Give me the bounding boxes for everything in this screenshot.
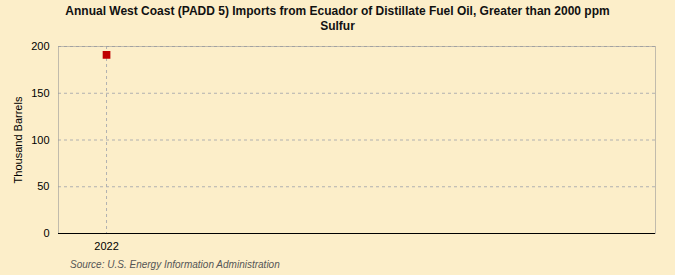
html-text:Annual West Coast (PADD 5) Imp: Annual West Coast (PADD 5) Imports from … xyxy=(65,4,610,33)
svg-text:0: 0 xyxy=(43,227,49,239)
svg-text:100: 100 xyxy=(31,134,49,146)
svg-text:2022: 2022 xyxy=(94,240,118,252)
svg-text:200: 200 xyxy=(31,40,49,52)
html-text:Source: U.S. Energy Informatio: Source: U.S. Energy Information Administ… xyxy=(70,259,280,270)
svg-text:Thousand Barrels: Thousand Barrels xyxy=(12,96,24,183)
svg-text:150: 150 xyxy=(31,87,49,99)
svg-text:50: 50 xyxy=(37,180,49,192)
